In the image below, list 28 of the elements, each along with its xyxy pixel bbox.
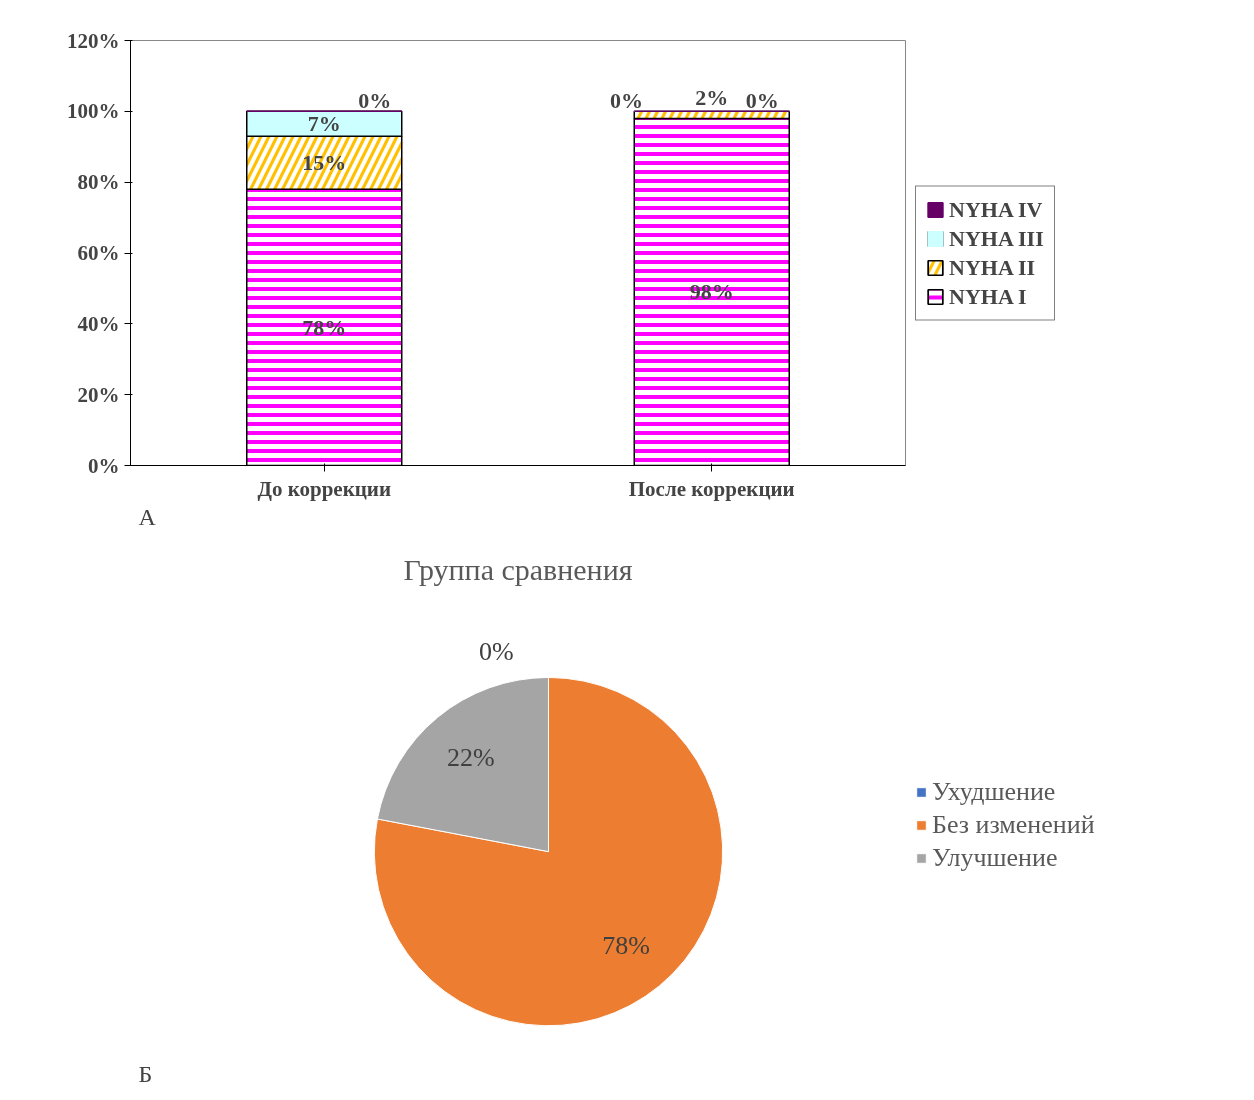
y-tick-label: 0% — [88, 453, 120, 478]
text: 78% — [302, 314, 347, 340]
text: А — [138, 503, 157, 530]
text: 0% — [610, 88, 643, 114]
data-label: 78% — [602, 931, 651, 960]
y-tick-label: 60% — [77, 241, 120, 265]
text: 0% — [358, 88, 392, 114]
y-tick-label: 120% — [67, 28, 120, 53]
legend-label: NYHA IV — [949, 196, 1043, 222]
data-label: 22% — [446, 743, 495, 773]
legend-label: Без изменений — [932, 810, 1095, 840]
x-tick-label: После коррекции — [628, 476, 795, 501]
legend-label: Ухудшение — [932, 777, 1056, 807]
chart-title: Группа сравнения — [403, 552, 633, 586]
text: 7% — [307, 111, 341, 137]
x-tick-label: До коррекции — [257, 476, 392, 501]
text: Б — [138, 1060, 153, 1087]
text: 2% — [695, 84, 729, 110]
y-tick-label: 20% — [77, 382, 120, 407]
text: 0% — [745, 88, 779, 114]
legend-label: NYHA II — [949, 254, 1036, 280]
y-tick-label: 100% — [67, 99, 120, 124]
y-tick-label: 40% — [77, 311, 120, 336]
legend-label: Улучшение — [932, 843, 1058, 873]
legend-label: NYHA I — [949, 283, 1027, 309]
text: 0% — [478, 636, 514, 666]
y-tick-label: 80% — [77, 170, 120, 195]
legend-label: NYHA III — [949, 225, 1044, 251]
